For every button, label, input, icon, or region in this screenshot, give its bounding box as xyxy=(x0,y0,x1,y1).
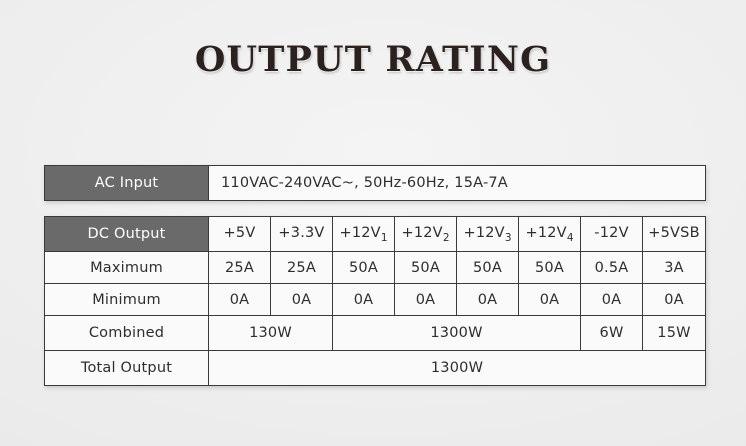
maximum-value-8: 3A xyxy=(642,251,706,284)
maximum-value-1: 25A xyxy=(208,251,271,284)
minimum-value-1: 0A xyxy=(208,283,271,316)
maximum-value-2: 25A xyxy=(270,251,333,284)
rail-subscript: 4 xyxy=(566,231,574,244)
row-label-maximum: Maximum xyxy=(44,251,209,284)
ac-input-table: AC Input 110VAC-240VAC~, 50Hz-60Hz, 15A-… xyxy=(44,165,706,201)
rail-name: +12V xyxy=(339,224,381,241)
maximum-value-5: 50A xyxy=(456,251,519,284)
page-title-container: OUTPUT RATING xyxy=(0,40,746,80)
maximum-value-4: 50A xyxy=(394,251,457,284)
rail-subscript: 1 xyxy=(380,231,388,244)
row-label-total-output: Total Output xyxy=(44,350,209,386)
rail-header-4: +12V2 xyxy=(394,216,457,252)
minimum-value-4: 0A xyxy=(394,283,457,316)
rail-subscript: 2 xyxy=(442,231,450,244)
row-label-minimum: Minimum xyxy=(44,283,209,316)
rail-header-2: +3.3V xyxy=(270,216,333,252)
rail-header-3: +12V1 xyxy=(332,216,395,252)
dc-output-label: DC Output xyxy=(44,216,209,252)
rail-header-6: +12V4 xyxy=(518,216,581,252)
rail-name: +12V xyxy=(525,224,567,241)
table-row-combined: Combined 130W 1300W 6W 15W xyxy=(44,315,706,351)
rail-name: +12V xyxy=(463,224,505,241)
rail-name: +5VSB xyxy=(648,224,700,241)
rail-name: -12V xyxy=(594,224,629,241)
combined-value-low-voltage: 130W xyxy=(208,315,333,351)
page-title: OUTPUT RATING xyxy=(194,39,552,80)
minimum-value-7: 0A xyxy=(580,283,643,316)
rail-header-7: -12V xyxy=(580,216,643,252)
combined-value-5vsb: 15W xyxy=(642,315,706,351)
table-row-total-output: Total Output 1300W xyxy=(44,350,706,386)
rail-header-1: +5V xyxy=(208,216,271,252)
ac-input-label: AC Input xyxy=(44,165,209,201)
minimum-value-8: 0A xyxy=(642,283,706,316)
maximum-value-6: 50A xyxy=(518,251,581,284)
rail-name: +12V xyxy=(401,224,443,241)
rail-name: +3.3V xyxy=(278,224,325,241)
dc-output-header-row: DC Output +5V +3.3V +12V1 +12V2 +12V3 +1… xyxy=(44,216,706,252)
minimum-value-5: 0A xyxy=(456,283,519,316)
dc-output-table: DC Output +5V +3.3V +12V1 +12V2 +12V3 +1… xyxy=(44,216,706,386)
rail-name: +5V xyxy=(223,224,256,241)
total-output-value: 1300W xyxy=(208,350,706,386)
ac-input-value: 110VAC-240VAC~, 50Hz-60Hz, 15A-7A xyxy=(208,165,706,201)
row-label-combined: Combined xyxy=(44,315,209,351)
rail-header-8: +5VSB xyxy=(642,216,706,252)
minimum-value-6: 0A xyxy=(518,283,581,316)
table-row-maximum: Maximum 25A 25A 50A 50A 50A 50A 0.5A 3A xyxy=(44,251,706,284)
combined-value-neg12v: 6W xyxy=(580,315,643,351)
rail-subscript: 3 xyxy=(504,231,512,244)
rail-header-5: +12V3 xyxy=(456,216,519,252)
table-row-minimum: Minimum 0A 0A 0A 0A 0A 0A 0A 0A xyxy=(44,283,706,316)
maximum-value-3: 50A xyxy=(332,251,395,284)
combined-value-12v-rails: 1300W xyxy=(332,315,581,351)
minimum-value-3: 0A xyxy=(332,283,395,316)
ac-input-row: AC Input 110VAC-240VAC~, 50Hz-60Hz, 15A-… xyxy=(44,165,706,201)
maximum-value-7: 0.5A xyxy=(580,251,643,284)
minimum-value-2: 0A xyxy=(270,283,333,316)
